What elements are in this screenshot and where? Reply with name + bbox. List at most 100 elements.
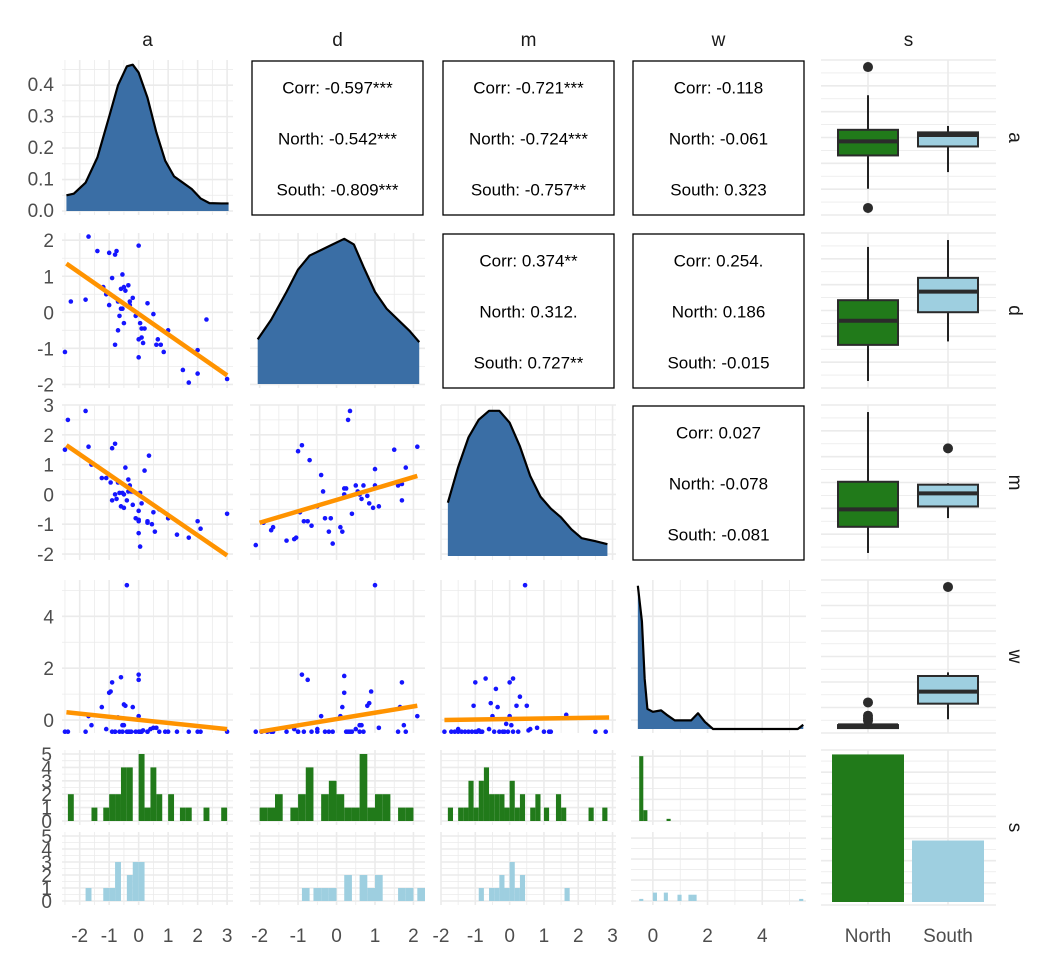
bar-north [832, 754, 904, 902]
scatter-point [121, 284, 127, 290]
boxplot-grid-d [821, 232, 996, 389]
histogram-bar-north [519, 794, 526, 821]
scatter-point [195, 371, 200, 376]
scatter-point [330, 729, 335, 735]
scatter-point [524, 703, 530, 709]
y-tick-label-w: 4 [43, 607, 54, 628]
y-tick-label-m: -1 [37, 515, 54, 536]
scatter-point [473, 680, 478, 685]
histogram-bar-north [156, 794, 163, 821]
scatter-point [155, 337, 161, 342]
scatter-point [376, 504, 382, 509]
scatter-point [322, 515, 328, 521]
histogram-bar-south [405, 888, 414, 901]
scatter-point [328, 515, 334, 521]
scatter-point [462, 729, 468, 735]
scatter-point [372, 582, 378, 588]
histogram-bar-north [468, 780, 474, 821]
scatter-point [151, 311, 156, 317]
scatter-point [493, 686, 499, 692]
histogram-bar-north [530, 807, 536, 821]
histogram-bar-north [555, 794, 562, 821]
scatter-point [120, 272, 125, 277]
density-line-a [66, 63, 229, 205]
scatter-point [106, 250, 112, 256]
scatter-point [137, 320, 143, 326]
scatter-point [361, 729, 366, 735]
scatter-point [86, 234, 91, 239]
scatter-point [488, 700, 494, 706]
x-tick-label-a: 1 [163, 926, 174, 947]
scatter-point [145, 729, 150, 735]
scatter-point [180, 367, 186, 373]
column-strip-label-a: a [142, 30, 153, 51]
y-tick-label-count: 5 [41, 827, 52, 848]
scatter-point [108, 480, 113, 485]
correlation-text: North: -0.078 [669, 475, 768, 494]
histogram-bar-north [336, 794, 345, 821]
scatter-point [158, 342, 164, 348]
histogram-bar-north [267, 807, 275, 821]
histogram-bar-north [359, 754, 368, 821]
scatter-point [139, 501, 144, 506]
scatter-point [99, 475, 105, 481]
scatter-point [99, 704, 105, 710]
scatter-point [391, 447, 397, 453]
text-layer: a d m w s a d m w s 0.0 0.1 0.2 0.3 0.4 Corr: -0.597***… [28, 30, 1025, 947]
y-tick-label-count: 5 [41, 745, 52, 766]
scatter-point [343, 486, 349, 491]
scatter-point [154, 342, 159, 348]
scatter-point [326, 529, 332, 534]
scatter-point [130, 704, 136, 710]
scatter-point [361, 483, 366, 488]
scatter-grid-a_w [62, 580, 233, 733]
scatter-point [322, 729, 328, 735]
y-tick-label-count: 0 [41, 812, 52, 833]
scatter-point [347, 408, 353, 414]
histogram-bar-north [138, 754, 145, 821]
y-tick-label-m: -2 [37, 545, 54, 566]
scatter-point [136, 243, 141, 248]
y-tick-label-d: -2 [37, 375, 54, 396]
row-strip-label-m: m [1004, 475, 1025, 491]
scatter-point [112, 729, 118, 735]
scatter-point [89, 722, 94, 728]
scatter-point [515, 729, 521, 735]
histogram-bar-north [298, 794, 306, 821]
marks-layer [62, 60, 984, 902]
density-area-w [637, 585, 804, 729]
scatter-point [154, 725, 159, 731]
x-tick-label-a: 3 [222, 926, 233, 947]
scatter-point [165, 729, 171, 735]
histogram-bar-south [639, 898, 644, 901]
scatter-point [152, 529, 158, 534]
x-tick-label-w: 4 [757, 926, 768, 947]
x-tick-label-d: -2 [251, 926, 268, 947]
histogram-bar-south [398, 888, 406, 901]
x-tick-label-a: -1 [101, 926, 118, 947]
histogram-bar-south [478, 888, 484, 901]
x-tick-label-w: 2 [702, 926, 713, 947]
histogram-bar-south [519, 875, 526, 901]
correlation-text: North: 0.312. [479, 303, 577, 322]
scatter-point [106, 302, 112, 308]
y-tick-label-density: 0.1 [28, 170, 54, 191]
histogram-bar-north [109, 794, 116, 821]
density-area-a [66, 64, 229, 211]
scatter-point [403, 465, 409, 470]
scatter-point [510, 729, 516, 735]
scatter-point [284, 538, 289, 543]
scatter-point [123, 288, 128, 293]
histogram-bar-south [652, 892, 657, 901]
regression-line [66, 710, 228, 732]
histogram-bar-south [564, 888, 570, 901]
column-strip-label-d: d [332, 30, 343, 51]
histogram-bar-north [203, 807, 210, 821]
correlation-text: South: 0.727** [474, 353, 584, 372]
correlation-text: Corr: 0.027 [676, 424, 761, 443]
boxplot-box-south [917, 276, 979, 314]
scatter-point [514, 703, 519, 709]
scatter-point [146, 453, 152, 458]
column-strip-label-m: m [521, 30, 537, 51]
scatter-point [341, 690, 347, 696]
